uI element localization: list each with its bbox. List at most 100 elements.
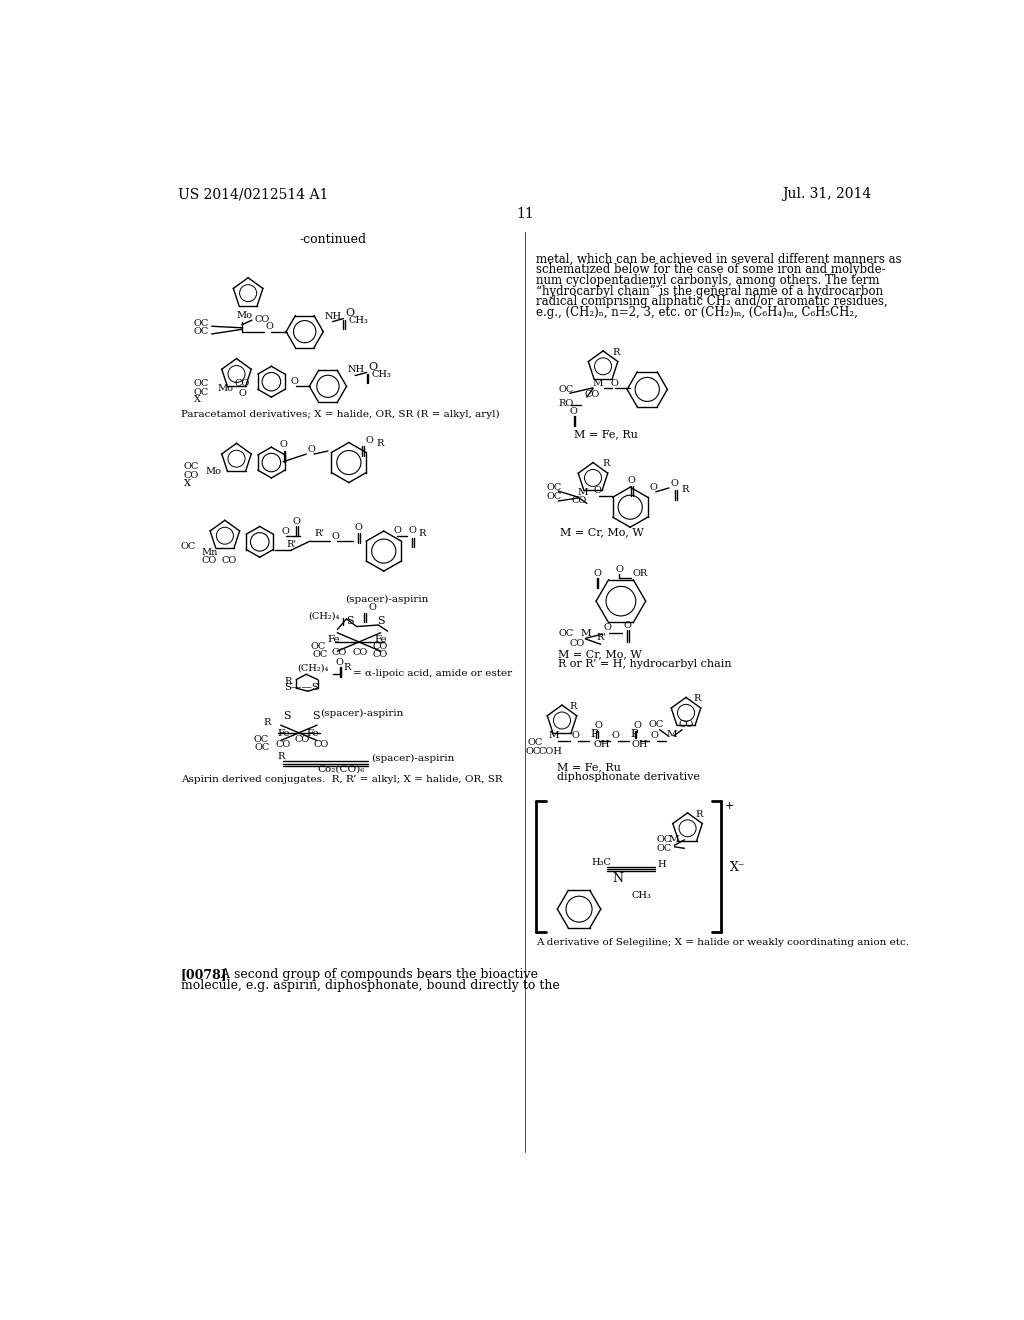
Text: OC: OC (525, 747, 541, 755)
Text: S——S: S——S (285, 682, 319, 692)
Text: OC: OC (656, 845, 672, 854)
Text: (CH₂)₄: (CH₂)₄ (308, 611, 339, 620)
Text: OC: OC (194, 379, 209, 388)
Text: Fe: Fe (328, 635, 341, 644)
Text: X⁻: X⁻ (730, 861, 745, 874)
Text: O: O (292, 517, 300, 527)
Text: O: O (627, 477, 635, 486)
Text: O: O (569, 407, 578, 416)
Text: A derivative of Selegiline; X = halide or weakly coordinating anion etc.: A derivative of Selegiline; X = halide o… (537, 939, 909, 948)
Text: M = Fe, Ru: M = Fe, Ru (557, 763, 621, 772)
Text: OR: OR (633, 569, 648, 578)
Text: R: R (343, 664, 351, 672)
Text: CO: CO (221, 557, 237, 565)
Text: Fe: Fe (278, 729, 290, 738)
Text: (spacer)-aspirin: (spacer)-aspirin (345, 595, 428, 605)
Text: N: N (612, 873, 624, 886)
Text: CH₃: CH₃ (372, 370, 391, 379)
Text: OC: OC (254, 743, 269, 752)
Text: OC: OC (183, 462, 199, 471)
Text: [0078]: [0078] (180, 969, 227, 982)
Text: R: R (376, 440, 383, 449)
Text: R: R (263, 718, 271, 727)
Text: metal, which can be achieved in several different manners as: metal, which can be achieved in several … (537, 252, 902, 265)
Text: H₃C: H₃C (592, 858, 611, 867)
Text: X: X (194, 395, 201, 404)
Text: OC: OC (649, 719, 664, 729)
Text: Aspirin derived conjugates.  R, R’ = alkyl; X = halide, OR, SR: Aspirin derived conjugates. R, R’ = alky… (180, 775, 503, 784)
Text: A second group of compounds bears the bioactive: A second group of compounds bears the bi… (209, 969, 539, 982)
Text: Mo: Mo (206, 467, 221, 477)
Text: RO: RO (558, 400, 573, 408)
Text: Fe: Fe (375, 635, 387, 644)
Text: M = Cr, Mo, W: M = Cr, Mo, W (560, 528, 644, 537)
Text: O: O (336, 659, 344, 667)
Text: OC: OC (194, 327, 209, 337)
Text: OH: OH (593, 739, 609, 748)
Text: R or R’ = H, hydrocarbyl chain: R or R’ = H, hydrocarbyl chain (558, 659, 732, 669)
Text: OC: OC (254, 735, 268, 744)
Text: Fe: Fe (306, 729, 318, 738)
Text: O: O (345, 309, 354, 318)
Text: O: O (393, 527, 401, 536)
Text: O: O (649, 483, 657, 491)
Text: schematized below for the case of some iron and molybde-: schematized below for the case of some i… (537, 263, 886, 276)
Text: OC: OC (194, 388, 209, 397)
Text: R': R' (597, 632, 607, 642)
Text: O: O (671, 479, 678, 488)
Text: OC: OC (559, 628, 574, 638)
Text: O: O (369, 362, 378, 372)
Text: O: O (603, 623, 611, 632)
Text: CO: CO (275, 741, 291, 750)
Text: Mo: Mo (237, 310, 253, 319)
Text: US 2014/0212514 A1: US 2014/0212514 A1 (178, 187, 329, 202)
Text: OC: OC (656, 836, 672, 845)
Text: CO: CO (678, 719, 693, 729)
Text: CO: CO (254, 315, 269, 325)
Text: CH₃: CH₃ (632, 891, 651, 900)
Text: R: R (681, 484, 689, 494)
Text: OC: OC (559, 385, 574, 395)
Text: molecule, e.g. aspirin, diphosphonate, bound directly to the: molecule, e.g. aspirin, diphosphonate, b… (180, 979, 559, 993)
Text: O: O (610, 379, 617, 388)
Text: +: + (725, 801, 734, 810)
Text: Mn: Mn (202, 548, 218, 557)
Text: diphosphonate derivative: diphosphonate derivative (557, 772, 699, 781)
Text: O: O (593, 569, 601, 578)
Text: O: O (595, 721, 602, 730)
Text: M: M (593, 379, 603, 388)
Text: CO: CO (183, 471, 199, 480)
Text: num cyclopentadienyl carbonyls, among others. The term: num cyclopentadienyl carbonyls, among ot… (537, 275, 880, 286)
Text: CO: CO (331, 648, 346, 657)
Text: O: O (615, 565, 624, 574)
Text: OC: OC (310, 642, 326, 651)
Text: “hydrocarbyl chain” is the general name of a hydrocarbon: “hydrocarbyl chain” is the general name … (537, 285, 884, 298)
Text: M: M (667, 730, 677, 739)
Text: R: R (693, 694, 701, 704)
Text: R: R (419, 529, 426, 537)
Text: Co₂(CO)₆: Co₂(CO)₆ (317, 764, 365, 774)
Text: (spacer)-aspirin: (spacer)-aspirin (372, 754, 455, 763)
Text: CO: CO (569, 639, 585, 648)
Text: NH: NH (347, 366, 365, 375)
Text: radical comprising aliphatic CH₂ and/or aromatic residues,: radical comprising aliphatic CH₂ and/or … (537, 296, 888, 309)
Text: CH₃: CH₃ (348, 317, 368, 325)
Text: CO: CO (234, 379, 250, 388)
Text: O: O (624, 622, 631, 630)
Text: O: O (366, 437, 374, 445)
Text: -continued: -continued (300, 234, 367, 246)
Text: M: M (669, 836, 679, 845)
Text: M = Cr, Mo, W: M = Cr, Mo, W (558, 649, 642, 660)
Text: OH: OH (632, 739, 648, 748)
Text: R: R (612, 347, 620, 356)
Text: M: M (578, 488, 588, 496)
Text: CO: CO (585, 391, 600, 399)
Text: O: O (633, 721, 641, 730)
Text: O: O (265, 322, 273, 331)
Text: O: O (308, 445, 315, 454)
Text: O: O (409, 527, 417, 536)
Text: O: O (593, 486, 601, 495)
Text: OC: OC (312, 651, 328, 660)
Text: Paracetamol derivatives; X = halide, OR, SR (R = alkyl, aryl): Paracetamol derivatives; X = halide, OR,… (180, 411, 500, 420)
Text: O: O (354, 523, 362, 532)
